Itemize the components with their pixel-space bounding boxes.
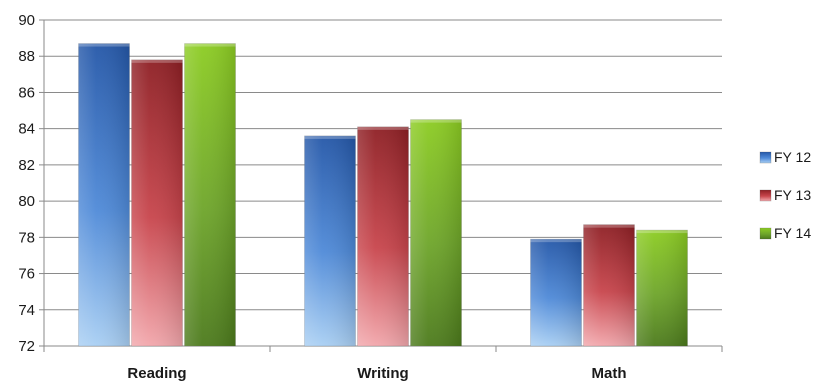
legend-item-fy13: FY 13 bbox=[759, 187, 811, 203]
bar-reading-fy14 bbox=[184, 43, 236, 347]
bar-shine bbox=[184, 43, 236, 347]
bar-top-bevel bbox=[184, 43, 236, 47]
y-tick-label: 80 bbox=[18, 193, 35, 210]
y-tick-label: 78 bbox=[18, 229, 35, 246]
legend-label: FY 14 bbox=[774, 225, 811, 241]
bars bbox=[78, 43, 688, 347]
bar-shine bbox=[131, 59, 183, 346]
x-axis-categories: Reading Writing Math bbox=[127, 365, 626, 382]
bar-top-bevel bbox=[131, 59, 183, 63]
bar-top-bevel bbox=[357, 126, 409, 130]
legend-label: FY 13 bbox=[774, 187, 811, 203]
bar-shine bbox=[530, 239, 582, 346]
legend-label: FY 12 bbox=[774, 149, 811, 165]
y-tick-label: 74 bbox=[18, 302, 35, 319]
y-tick-label: 76 bbox=[18, 266, 35, 283]
bar-math-fy13 bbox=[583, 224, 635, 347]
x-category-label: Writing bbox=[357, 365, 408, 382]
x-category-label: Reading bbox=[127, 365, 186, 382]
bar-top-bevel bbox=[410, 119, 462, 123]
bar-top-bevel bbox=[304, 135, 356, 139]
legend-swatch bbox=[759, 151, 772, 164]
bar-writing-fy14 bbox=[410, 119, 462, 347]
legend-item-fy14: FY 14 bbox=[759, 225, 811, 241]
bar-top-bevel bbox=[636, 230, 688, 234]
bar-math-fy14 bbox=[636, 229, 688, 347]
y-tick-label: 84 bbox=[18, 121, 35, 138]
bar-writing-fy13 bbox=[357, 126, 409, 347]
bar-shine bbox=[583, 224, 635, 346]
y-tick-label: 72 bbox=[18, 338, 35, 355]
y-tick-label: 86 bbox=[18, 84, 35, 101]
legend-swatch bbox=[759, 189, 772, 202]
y-tick-label: 82 bbox=[18, 157, 35, 174]
bar-top-bevel bbox=[78, 43, 130, 47]
bar-shine bbox=[410, 119, 462, 346]
bar-math-fy12 bbox=[530, 238, 582, 347]
legend: FY 12 FY 13 FY 14 bbox=[759, 149, 811, 241]
bar-top-bevel bbox=[530, 239, 582, 243]
bar-reading-fy13 bbox=[131, 59, 183, 347]
bar-writing-fy12 bbox=[304, 135, 356, 347]
bar-reading-fy12 bbox=[78, 43, 130, 347]
bar-shine bbox=[304, 135, 356, 346]
legend-swatch bbox=[759, 227, 772, 240]
y-axis-ticks: 72 74 76 78 80 82 84 86 88 90 bbox=[18, 12, 35, 355]
legend-item-fy12: FY 12 bbox=[759, 149, 811, 165]
bar-shine bbox=[357, 126, 409, 346]
y-tick-label: 88 bbox=[18, 48, 35, 65]
bar-top-bevel bbox=[583, 224, 635, 228]
x-category-label: Math bbox=[592, 365, 627, 382]
bar-shine bbox=[636, 230, 688, 346]
y-tick-label: 90 bbox=[18, 12, 35, 29]
bar-shine bbox=[78, 43, 130, 347]
